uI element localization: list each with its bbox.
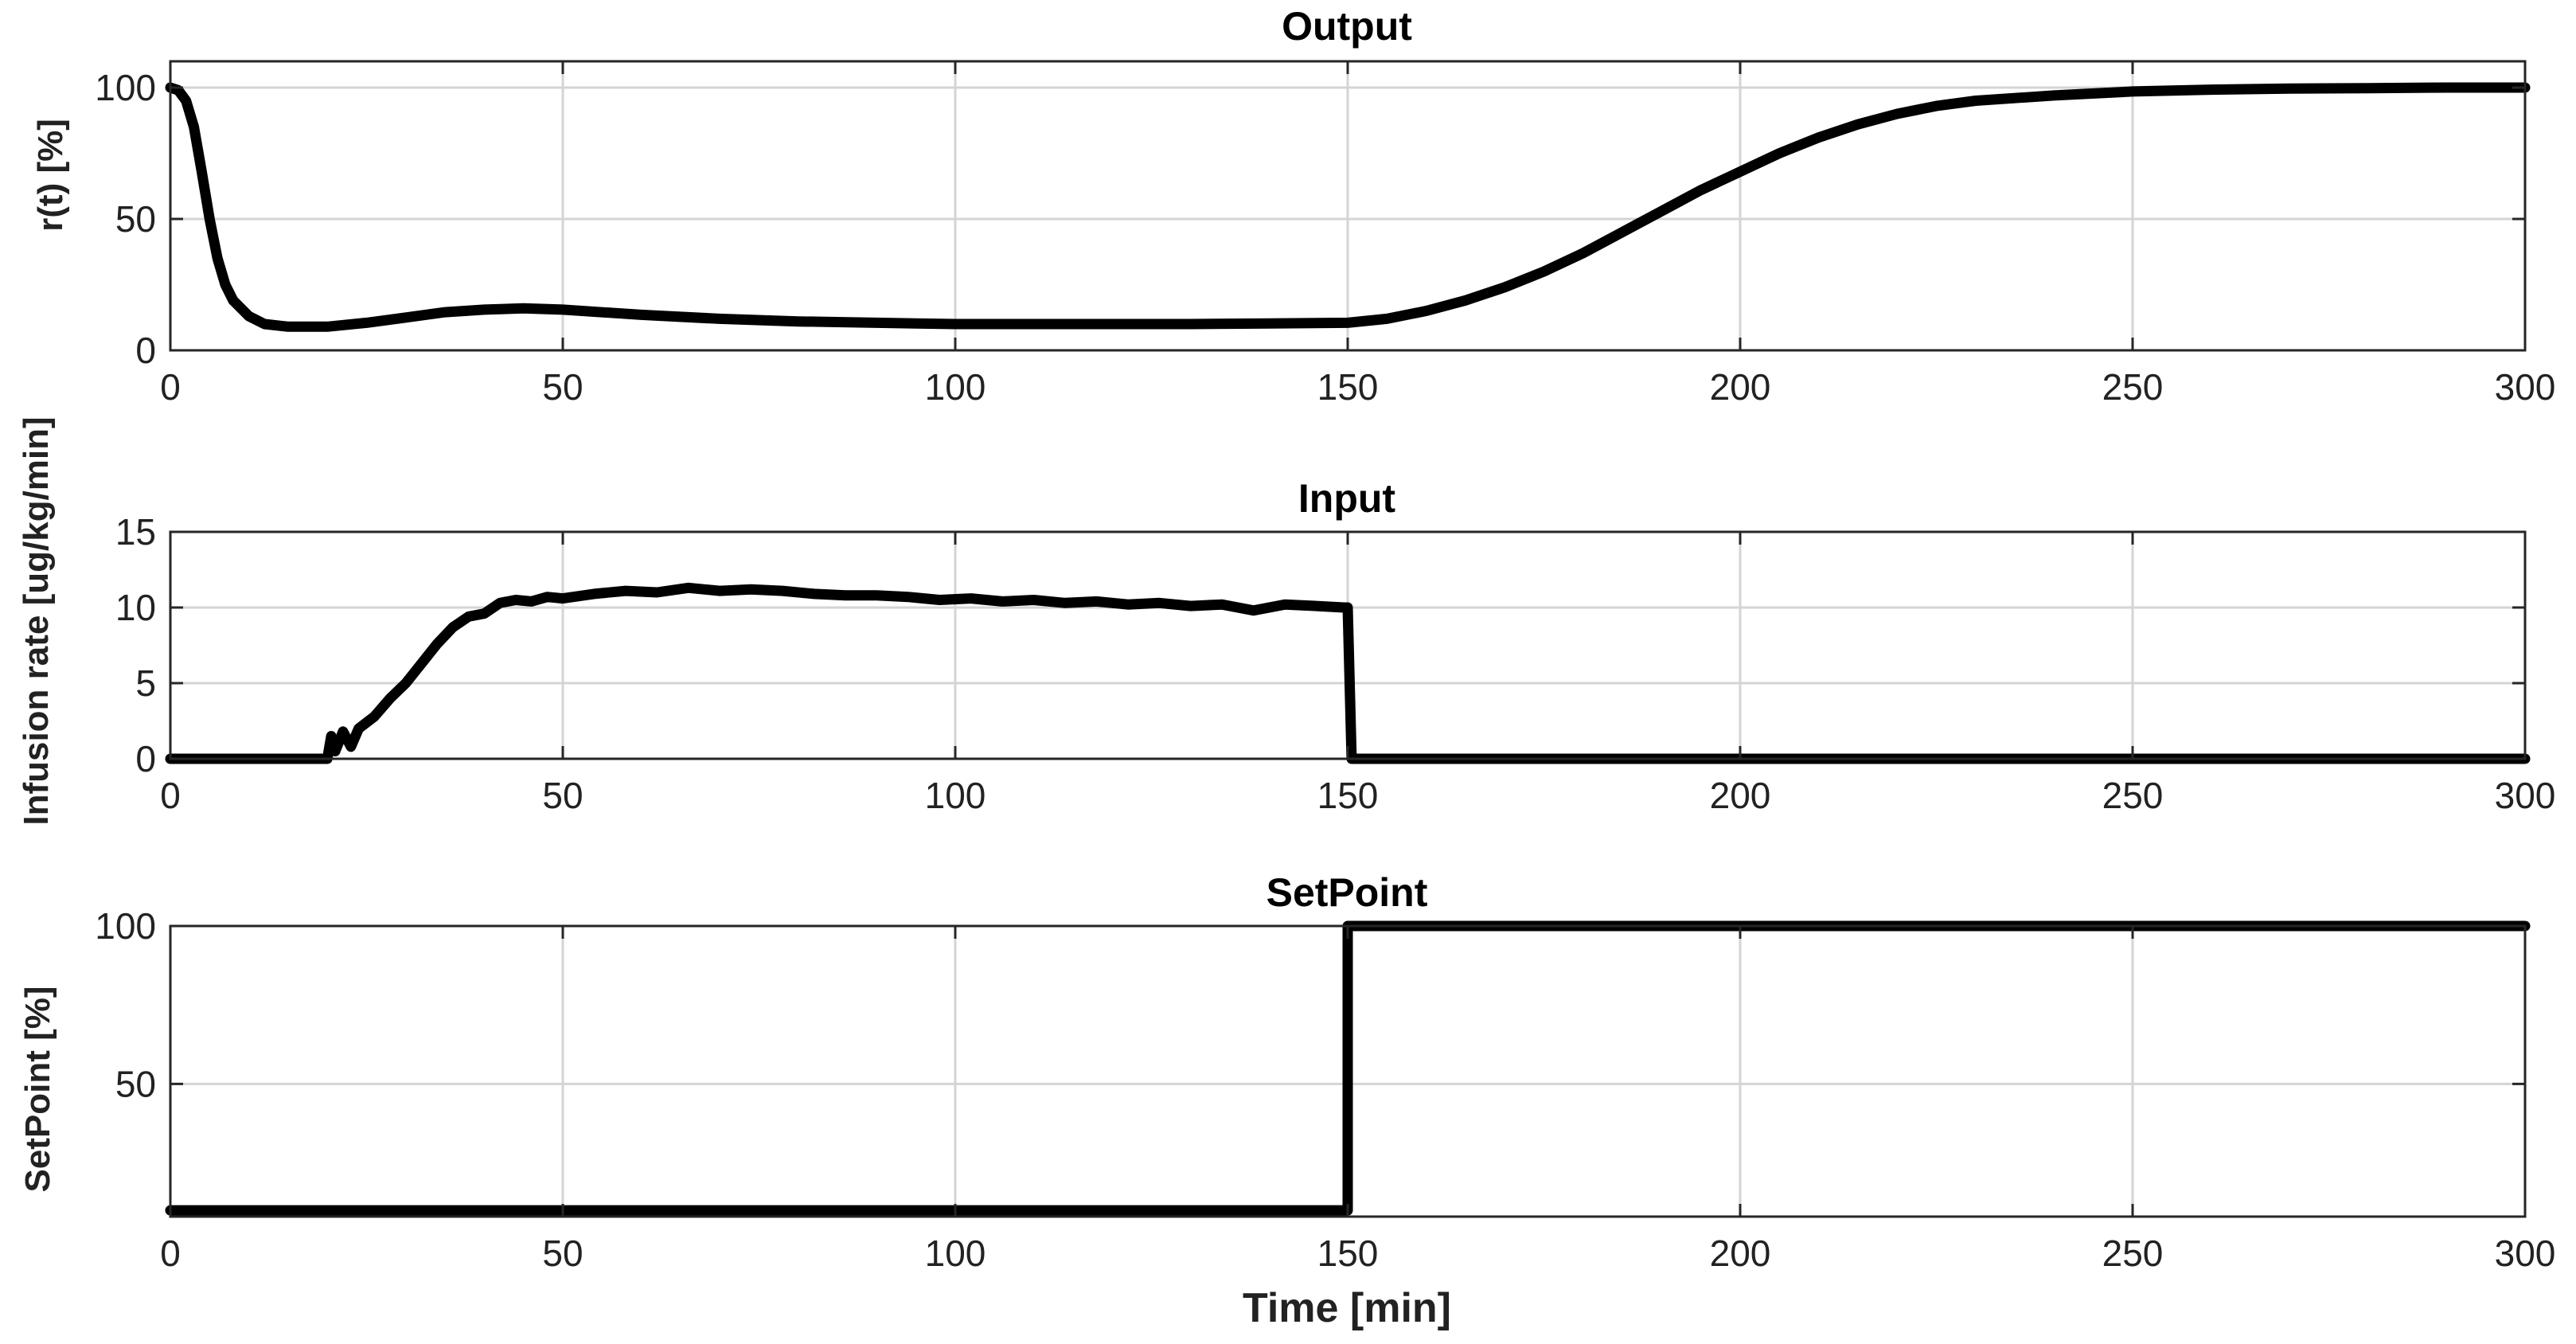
input-xtick-label: 200 [1710, 775, 1771, 816]
output-xtick-label: 150 [1317, 366, 1379, 408]
output-xtick-label: 100 [925, 366, 986, 408]
input-xtick-label: 300 [2495, 775, 2556, 816]
setpoint-title: SetPoint [1267, 870, 1428, 915]
output-series-line [165, 82, 2531, 332]
input-ytick-label: 5 [135, 662, 156, 704]
setpoint-ytick-label: 50 [115, 1063, 156, 1104]
input-ytick-label: 15 [115, 511, 156, 553]
input-xtick-label: 0 [160, 775, 181, 816]
setpoint-xtick-label: 250 [2102, 1233, 2164, 1274]
output-ytick-label: 50 [115, 198, 156, 240]
input-ytick-label: 10 [115, 587, 156, 628]
setpoint-series-line [165, 920, 2531, 1216]
input-series-line [165, 582, 2531, 764]
input-title: Input [1298, 476, 1396, 521]
setpoint-xtick-label: 200 [1710, 1233, 1771, 1274]
input-xtick-label: 250 [2102, 775, 2164, 816]
setpoint-panel: SetPoint SetPoint [%] Time [min] 0 50 100 1… [18, 870, 2555, 1331]
output-xtick-label: 250 [2102, 366, 2164, 408]
setpoint-xlabel: Time [min] [1243, 1285, 1451, 1331]
setpoint-xtick-label: 100 [925, 1233, 986, 1274]
output-ylabel: r(t) [%] [31, 119, 70, 232]
input-ytick-label: 0 [135, 738, 156, 779]
output-ytick-label: 0 [135, 330, 156, 371]
setpoint-xtick-label: 50 [542, 1233, 583, 1274]
output-ytick-label: 100 [95, 67, 156, 108]
setpoint-ylabel: SetPoint [%] [18, 986, 57, 1192]
output-title: Output [1282, 4, 1412, 49]
input-ylabel: Infusion rate [ug/kg/min] [17, 416, 56, 825]
input-xtick-label: 50 [542, 775, 583, 816]
setpoint-ytick-label: 100 [95, 905, 156, 947]
output-xtick-label: 50 [542, 366, 583, 408]
output-xtick-label: 300 [2495, 366, 2556, 408]
setpoint-xtick-label: 0 [160, 1233, 181, 1274]
input-xtick-label: 100 [925, 775, 986, 816]
input-xtick-label: 150 [1317, 775, 1379, 816]
output-xtick-label: 0 [160, 366, 181, 408]
input-panel: Input Infusion rate [ug/kg/min] 0 50 100 15… [17, 416, 2555, 825]
setpoint-xtick-label: 300 [2495, 1233, 2556, 1274]
output-xtick-label: 200 [1710, 366, 1771, 408]
setpoint-xtick-label: 150 [1317, 1233, 1379, 1274]
output-panel: Output r(t) [%] 0 50 100 150 200 250 300 0 50 100 [31, 4, 2555, 408]
